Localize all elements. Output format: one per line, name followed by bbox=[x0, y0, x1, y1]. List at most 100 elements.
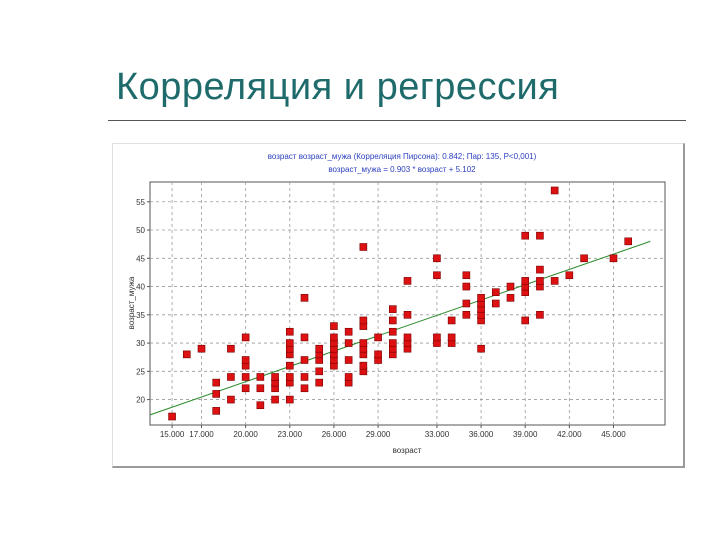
data-point bbox=[550, 277, 559, 285]
data-point bbox=[359, 339, 368, 347]
data-point bbox=[506, 294, 515, 302]
x-tick-label: 29.000 bbox=[366, 430, 391, 439]
data-point bbox=[403, 277, 412, 285]
x-tick-label: 45.000 bbox=[601, 430, 626, 439]
data-point bbox=[168, 412, 176, 421]
data-point bbox=[241, 333, 250, 342]
title-divider bbox=[108, 120, 686, 121]
y-axis-ticks: 20 25 30 35 40 45 50 55 bbox=[136, 198, 150, 405]
data-point bbox=[315, 378, 324, 387]
y-tick-label: 50 bbox=[136, 226, 145, 235]
data-point bbox=[462, 299, 471, 308]
data-point bbox=[330, 322, 338, 330]
data-point bbox=[506, 282, 515, 291]
data-point bbox=[388, 339, 397, 347]
x-tick-label: 26.000 bbox=[322, 430, 347, 439]
slide-title: Корреляция и регрессия bbox=[116, 66, 560, 108]
data-point bbox=[256, 373, 265, 381]
data-point bbox=[462, 282, 471, 291]
data-point bbox=[565, 271, 574, 280]
data-point bbox=[285, 339, 294, 347]
data-point bbox=[330, 333, 338, 342]
data-point bbox=[403, 311, 412, 319]
data-point bbox=[271, 373, 279, 381]
data-point bbox=[462, 271, 471, 280]
data-point bbox=[462, 311, 471, 319]
data-point bbox=[521, 231, 530, 240]
y-tick-label: 20 bbox=[136, 396, 145, 405]
x-tick-label: 33.000 bbox=[425, 430, 450, 439]
data-point bbox=[359, 361, 368, 370]
data-point bbox=[300, 373, 309, 381]
x-tick-label: 15.000 bbox=[160, 430, 185, 439]
data-point bbox=[388, 316, 397, 325]
x-tick-label: 39.000 bbox=[513, 430, 538, 439]
data-point bbox=[344, 356, 353, 364]
data-point bbox=[315, 367, 324, 376]
data-point bbox=[300, 333, 309, 342]
data-point bbox=[550, 186, 559, 195]
data-point bbox=[521, 277, 530, 285]
data-point bbox=[536, 311, 544, 319]
x-tick-label: 17.000 bbox=[189, 430, 214, 439]
data-point bbox=[388, 327, 397, 336]
data-point bbox=[447, 316, 456, 325]
data-point bbox=[403, 333, 412, 342]
data-point bbox=[433, 333, 441, 342]
x-tick-label: 36.000 bbox=[469, 430, 494, 439]
data-point bbox=[536, 265, 544, 274]
data-point bbox=[285, 361, 294, 370]
data-point bbox=[241, 356, 250, 364]
data-point bbox=[271, 395, 279, 404]
data-point bbox=[256, 384, 265, 393]
y-tick-label: 35 bbox=[136, 311, 145, 320]
data-point bbox=[491, 288, 500, 296]
data-point bbox=[241, 384, 250, 393]
data-point bbox=[447, 333, 456, 342]
data-point bbox=[241, 373, 250, 381]
data-point bbox=[536, 231, 544, 240]
data-point bbox=[227, 373, 235, 381]
y-tick-label: 55 bbox=[136, 198, 145, 207]
data-point bbox=[197, 344, 206, 353]
data-point bbox=[433, 254, 441, 263]
data-point bbox=[477, 344, 485, 353]
y-tick-label: 30 bbox=[136, 339, 145, 348]
data-point bbox=[536, 277, 544, 285]
data-point bbox=[344, 373, 353, 381]
data-point bbox=[285, 395, 294, 404]
data-point bbox=[374, 350, 382, 359]
data-point bbox=[344, 339, 353, 347]
y-tick-label: 25 bbox=[136, 367, 145, 376]
x-axis-ticks: 15.000 17.000 20.000 23.000 26.000 29.000 33.0… bbox=[160, 425, 626, 439]
data-point bbox=[212, 390, 221, 398]
data-point bbox=[300, 384, 309, 393]
data-point bbox=[315, 344, 324, 353]
data-point bbox=[344, 327, 353, 336]
data-point bbox=[212, 407, 221, 415]
data-point bbox=[300, 356, 309, 364]
data-point bbox=[227, 344, 235, 353]
regression-equation: возраст_мужа = 0.903 * возраст + 5.102 bbox=[328, 165, 476, 174]
regression-line bbox=[149, 240, 651, 416]
data-point bbox=[491, 299, 500, 308]
x-tick-label: 23.000 bbox=[278, 430, 303, 439]
data-point bbox=[227, 395, 235, 404]
data-point bbox=[374, 333, 382, 342]
scatter-chart: возраст возраст_мужа (Корреляция Пирсона… bbox=[127, 152, 666, 455]
data-point bbox=[285, 373, 294, 381]
data-point bbox=[256, 401, 265, 410]
data-points bbox=[168, 186, 633, 421]
y-axis-label: возраст_мужа bbox=[127, 276, 136, 329]
data-point bbox=[388, 305, 397, 313]
data-point bbox=[359, 316, 368, 325]
y-tick-label: 40 bbox=[136, 283, 145, 292]
plot-area bbox=[149, 181, 666, 426]
data-point bbox=[182, 350, 191, 359]
data-point bbox=[433, 271, 441, 280]
x-axis-label: возраст bbox=[393, 446, 422, 455]
data-point bbox=[624, 237, 633, 246]
data-point bbox=[212, 378, 221, 387]
data-point bbox=[580, 254, 588, 263]
data-point bbox=[359, 243, 368, 251]
